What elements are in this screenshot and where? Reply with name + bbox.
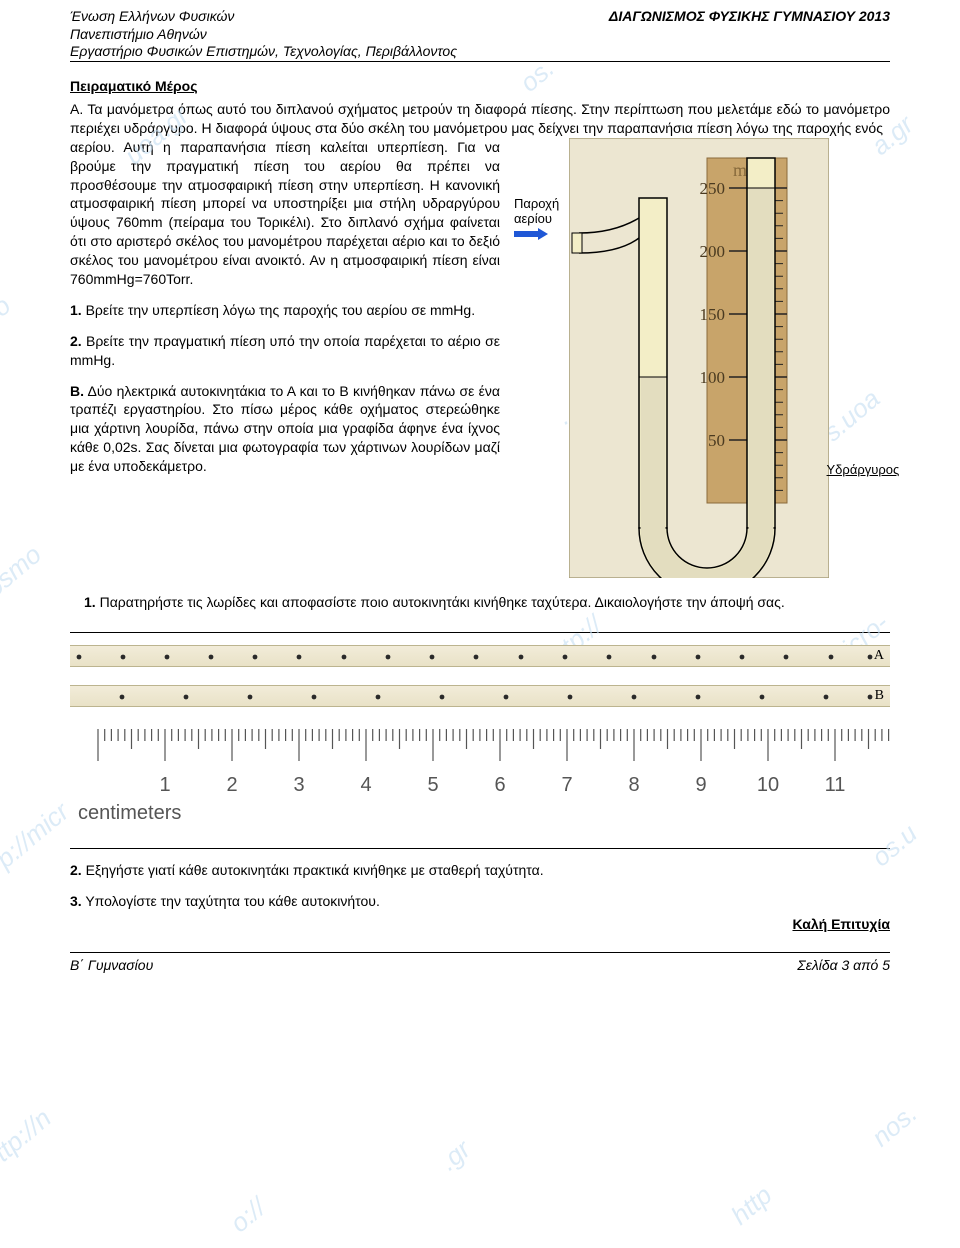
right-column: Παροχή αερίου mm25020015010050 Υδράργυρο…: [514, 138, 890, 581]
manometer-svg: mm25020015010050: [569, 138, 829, 578]
svg-text:1: 1: [159, 774, 170, 796]
paragraph-b: Β. Δύο ηλεκτρικά αυτοκινητάκια το Α και …: [70, 382, 500, 476]
qb2-text: Εξηγήστε γιατί κάθε αυτοκινητάκι πρακτικ…: [82, 862, 544, 878]
mercury-label: Υδράργυρος: [827, 462, 900, 477]
question-a1: 1. Βρείτε την υπερπίεση λόγω της παροχής…: [70, 301, 500, 320]
strip-a: A: [70, 645, 890, 667]
manometer-figure: mm25020015010050 Υδράργυρος: [569, 138, 829, 581]
question-b1: 1. Παρατηρήστε τις λωρίδες και αποφασίστ…: [84, 593, 890, 612]
strips-bottom-line: [70, 848, 890, 849]
header-org: Ένωση Ελλήνων Φυσικών: [70, 8, 234, 26]
strip-b-dots: [70, 686, 890, 708]
svg-text:9: 9: [695, 774, 706, 796]
svg-text:5: 5: [427, 774, 438, 796]
q1-text: Βρείτε την υπερπίεση λόγω της παροχής το…: [82, 302, 475, 318]
footer-left: Β΄ Γυμνασίου: [70, 957, 153, 973]
arrow-icon: [514, 228, 548, 240]
ruler: 123456789101112centimeters: [70, 725, 890, 825]
svg-text:4: 4: [360, 774, 371, 796]
qb1-text: Παρατηρήστε τις λωρίδες και αποφασίστε π…: [96, 594, 785, 610]
strip-b: B: [70, 685, 890, 707]
two-column-region: αερίου. Αυτή η παραπανήσια πίεση καλείτα…: [70, 138, 890, 581]
gas-supply-label-block: Παροχή αερίου: [514, 138, 559, 243]
svg-text:8: 8: [628, 774, 639, 796]
header-title: ΔΙΑΓΩΝΙΣΜΟΣ ΦΥΣΙΚΗΣ ΓΥΜΝΑΣΙΟΥ 2013: [609, 8, 890, 43]
svg-text:2: 2: [226, 774, 237, 796]
q1-label: 1.: [70, 302, 82, 318]
qb1-label: 1.: [84, 594, 96, 610]
qb3-label: 3.: [70, 893, 82, 909]
svg-text:250: 250: [700, 179, 726, 198]
gas-label-line2: αερίου: [514, 211, 552, 226]
main-paragraph: αερίου. Αυτή η παραπανήσια πίεση καλείτα…: [70, 138, 500, 289]
strips-top-line: [70, 632, 890, 633]
footer-right: Σελίδα 3 από 5: [797, 957, 890, 973]
q2-text: Βρείτε την πραγματική πίεση υπό την οποί…: [70, 333, 500, 368]
footer-divider: [70, 952, 890, 953]
good-luck: Καλή Επιτυχία: [70, 916, 890, 932]
svg-text:7: 7: [561, 774, 572, 796]
header-univ: Πανεπιστήμιο Αθηνών: [70, 26, 234, 44]
strip-a-dots: [70, 646, 890, 668]
intro-paragraph: Α. Τα μανόμετρα όπως αυτό του διπλανού σ…: [70, 100, 890, 138]
b-label: Β.: [70, 383, 84, 399]
header-divider: [70, 61, 890, 62]
question-b3: 3. Υπολογίστε την ταχύτητα του κάθε αυτο…: [70, 892, 890, 911]
page-header: Ένωση Ελλήνων Φυσικών Πανεπιστήμιο Αθηνώ…: [70, 8, 890, 43]
strip-b-label: B: [875, 688, 884, 704]
tape-strips: A B 123456789101112centimeters: [70, 645, 890, 828]
q2-label: 2.: [70, 333, 82, 349]
svg-text:6: 6: [494, 774, 505, 796]
page-footer: Β΄ Γυμνασίου Σελίδα 3 από 5: [70, 957, 890, 973]
qb2-label: 2.: [70, 862, 82, 878]
header-left: Ένωση Ελλήνων Φυσικών Πανεπιστήμιο Αθηνώ…: [70, 8, 234, 43]
b-text: Δύο ηλεκτρικά αυτοκινητάκια το Α και το …: [70, 383, 500, 475]
question-b2: 2. Εξηγήστε γιατί κάθε αυτοκινητάκι πρακ…: [70, 861, 890, 880]
section-title: Πειραματικό Μέρος: [70, 78, 890, 94]
gas-label: Παροχή αερίου: [514, 196, 559, 227]
svg-text:10: 10: [757, 774, 779, 796]
svg-text:50: 50: [708, 431, 725, 450]
question-a2: 2. Βρείτε την πραγματική πίεση υπό την ο…: [70, 332, 500, 370]
svg-text:200: 200: [700, 242, 726, 261]
header-lab: Εργαστήριο Φυσικών Επιστημών, Τεχνολογία…: [70, 43, 890, 59]
svg-text:150: 150: [700, 305, 726, 324]
svg-text:3: 3: [293, 774, 304, 796]
svg-text:centimeters: centimeters: [78, 802, 181, 824]
gas-label-line1: Παροχή: [514, 196, 559, 211]
qb3-text: Υπολογίστε την ταχύτητα του κάθε αυτοκιν…: [82, 893, 380, 909]
svg-text:11: 11: [825, 774, 846, 796]
strip-a-label: A: [874, 648, 884, 664]
left-column: αερίου. Αυτή η παραπανήσια πίεση καλείτα…: [70, 138, 500, 581]
svg-text:100: 100: [700, 368, 726, 387]
